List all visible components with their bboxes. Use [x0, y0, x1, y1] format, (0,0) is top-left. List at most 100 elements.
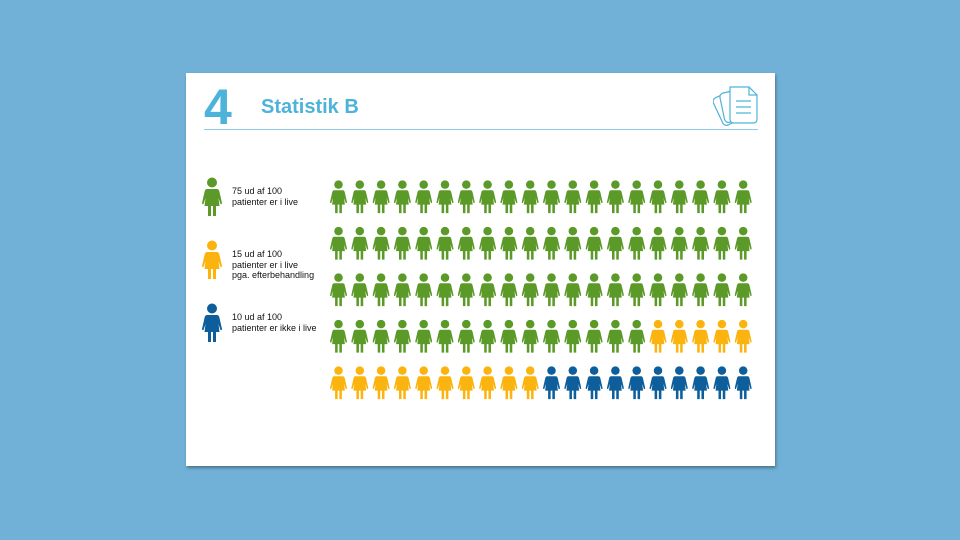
- pictogram-grid: [330, 177, 760, 409]
- person-icon: [415, 273, 432, 306]
- person-icon: [437, 366, 454, 399]
- person-icon: [713, 180, 730, 213]
- legend-item-not-alive: 10 ud af 100 patienter er ikke i live: [202, 303, 317, 343]
- person-icon: [458, 227, 475, 260]
- slide-title: Statistik B: [261, 96, 359, 118]
- documents-icon: [713, 86, 758, 126]
- person-icon: [330, 320, 347, 353]
- person-icon: [650, 320, 667, 353]
- person-icon: [586, 227, 603, 260]
- person-icon: [564, 320, 581, 353]
- person-icon: [628, 320, 645, 353]
- person-icon: [522, 320, 539, 353]
- person-icon: [373, 320, 390, 353]
- person-icon: [500, 320, 517, 353]
- person-icon: [564, 366, 581, 399]
- person-icon: [564, 273, 581, 306]
- person-icon: [713, 273, 730, 306]
- title-divider: [204, 129, 758, 130]
- person-icon: [394, 180, 411, 213]
- person-icon: [586, 320, 603, 353]
- person-icon: [671, 180, 688, 213]
- person-icon: [564, 180, 581, 213]
- person-icon: [543, 180, 560, 213]
- person-icon: [394, 273, 411, 306]
- person-icon: [671, 366, 688, 399]
- person-icon: [650, 273, 667, 306]
- person-icon: [479, 227, 496, 260]
- person-icon: [458, 320, 475, 353]
- person-icon: [543, 273, 560, 306]
- person-icon: [713, 320, 730, 353]
- person-icon: [500, 366, 517, 399]
- person-icon: [692, 320, 709, 353]
- person-icon: [415, 320, 432, 353]
- person-icon: [671, 227, 688, 260]
- person-icon: [735, 227, 752, 260]
- person-icon: [713, 366, 730, 399]
- person-icon: [671, 320, 688, 353]
- person-icon: [437, 180, 454, 213]
- person-icon: [735, 180, 752, 213]
- person-icon: [479, 366, 496, 399]
- legend-label: 10 ud af 100 patienter er ikke i live: [232, 312, 317, 333]
- person-icon: [330, 180, 347, 213]
- person-icon: [692, 273, 709, 306]
- person-icon: [394, 227, 411, 260]
- person-icon: [522, 366, 539, 399]
- person-icon: [543, 227, 560, 260]
- person-icon: [735, 366, 752, 399]
- person-icon: [628, 366, 645, 399]
- person-icon: [373, 273, 390, 306]
- person-icon: [437, 227, 454, 260]
- person-icon: [607, 320, 624, 353]
- person-icon: [628, 180, 645, 213]
- slide: 4 Statistik B 75 ud af 100 patienter er …: [186, 73, 775, 466]
- person-icon: [735, 273, 752, 306]
- person-icon: [500, 227, 517, 260]
- person-icon: [351, 366, 368, 399]
- section-number: 4: [204, 79, 232, 135]
- person-icon: [351, 180, 368, 213]
- person-icon: [522, 227, 539, 260]
- person-icon: [330, 227, 347, 260]
- person-icon: [330, 273, 347, 306]
- legend-item-alive-after-treatment: 15 ud af 100 patienter er i live pga. ef…: [202, 240, 314, 281]
- person-icon: [692, 227, 709, 260]
- legend-label: 75 ud af 100 patienter er i live: [232, 186, 299, 207]
- person-icon: [692, 180, 709, 213]
- person-icon: [394, 366, 411, 399]
- person-icon: [628, 273, 645, 306]
- person-icon: [479, 273, 496, 306]
- person-icon: [458, 366, 475, 399]
- person-icon: [415, 180, 432, 213]
- person-icon: [458, 273, 475, 306]
- person-icon: [586, 273, 603, 306]
- person-icon: [202, 240, 222, 280]
- person-icon: [351, 227, 368, 260]
- person-icon: [373, 180, 390, 213]
- person-icon: [628, 227, 645, 260]
- person-icon: [202, 303, 222, 343]
- legend-label: 15 ud af 100 patienter er i live pga. ef…: [232, 249, 315, 280]
- person-icon: [437, 273, 454, 306]
- person-icon: [543, 366, 560, 399]
- person-icon: [500, 273, 517, 306]
- person-icon: [671, 273, 688, 306]
- person-icon: [692, 366, 709, 399]
- person-icon: [351, 320, 368, 353]
- person-icon: [394, 320, 411, 353]
- person-icon: [415, 227, 432, 260]
- person-icon: [479, 180, 496, 213]
- person-icon: [586, 366, 603, 399]
- person-icon: [373, 227, 390, 260]
- person-icon: [607, 366, 624, 399]
- person-icon: [607, 273, 624, 306]
- person-icon: [202, 177, 222, 217]
- person-icon: [479, 320, 496, 353]
- person-icon: [607, 180, 624, 213]
- person-icon: [522, 180, 539, 213]
- person-icon: [500, 180, 517, 213]
- person-icon: [373, 366, 390, 399]
- person-icon: [351, 273, 368, 306]
